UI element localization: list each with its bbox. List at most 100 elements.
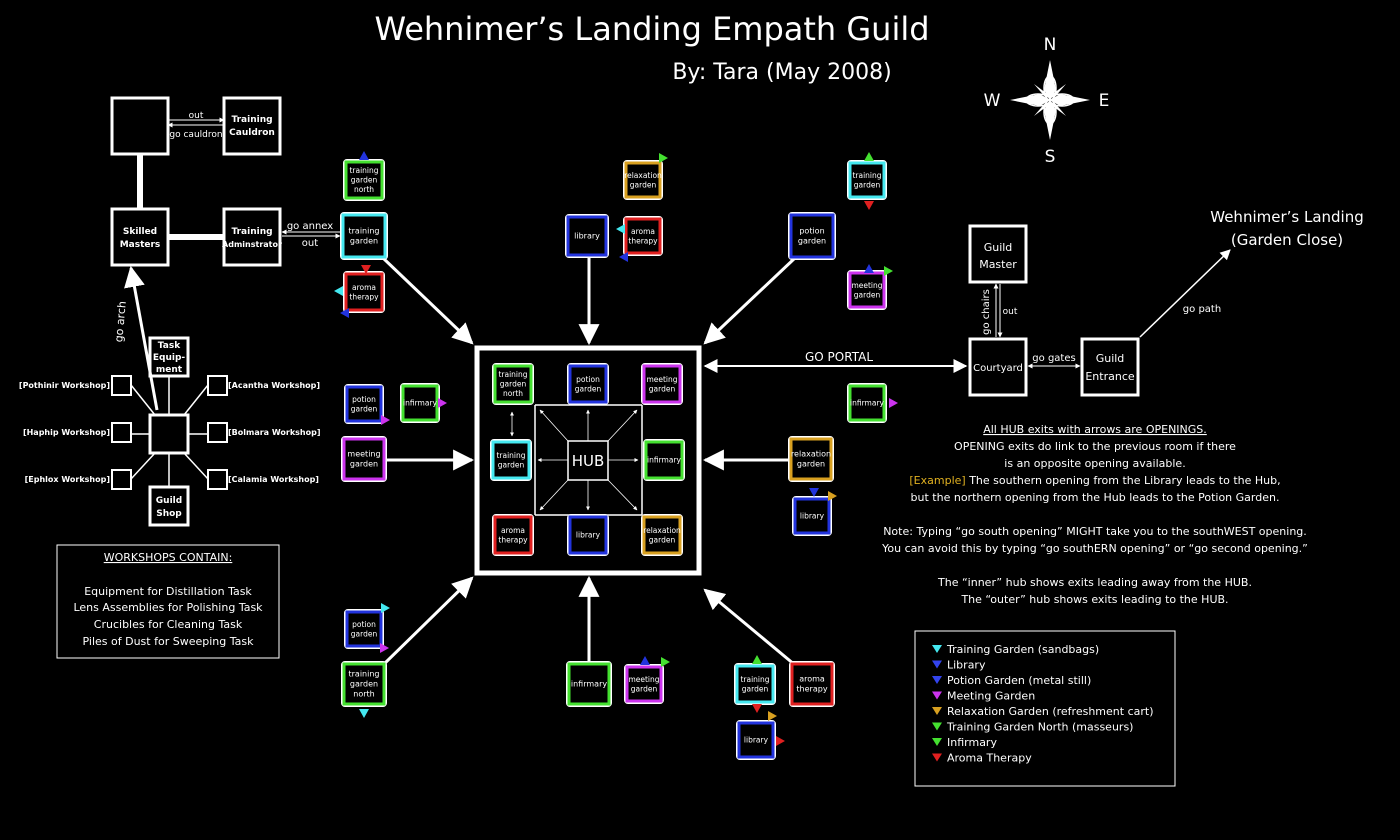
- room-meeting-w-label: meeting garden: [347, 450, 380, 469]
- room-infirmary-s-label: infirmary: [571, 680, 607, 689]
- legend-triangle-icon: [932, 676, 942, 684]
- note-line: but the northern opening from the Hub le…: [911, 491, 1280, 504]
- legend-triangle-icon: [932, 753, 942, 762]
- hub-inner-aroma: aroma therapy: [492, 514, 534, 556]
- go-arch-label: go arch: [112, 301, 129, 343]
- legend-item-label: Infirmary: [947, 736, 997, 749]
- compass-south: S: [1045, 147, 1056, 167]
- hub-inner-library-label: library: [576, 531, 601, 540]
- workshop-acantha: [207, 375, 228, 396]
- training-cauldron-label-1: Training: [231, 115, 272, 125]
- room-aroma-se-label: aroma therapy: [796, 675, 827, 694]
- room-tg-se-label: training garden: [740, 675, 769, 694]
- exit-marker-icon: [884, 266, 893, 276]
- room-library-e: library: [792, 496, 832, 536]
- legend-box: [914, 630, 1176, 787]
- note-line: All HUB exits with arrows are OPENINGS.: [983, 423, 1207, 436]
- room-infirmary-w-label: infirmary: [403, 399, 437, 408]
- room-potion-w: potion garden: [344, 384, 384, 424]
- hub-inner-meeting: meeting garden: [641, 363, 683, 405]
- exit-marker-icon: [809, 488, 819, 497]
- legend-triangle-icon: [932, 691, 942, 700]
- note-line: OPENING exits do link to the previous ro…: [954, 440, 1236, 453]
- workshops-line: Crucibles for Cleaning Task: [94, 618, 243, 631]
- legend-item-label: Library: [947, 659, 986, 672]
- workshop-bolmara: [207, 422, 228, 443]
- exit-marker-icon: [828, 491, 837, 501]
- workshops-line: Lens Assemblies for Polishing Task: [73, 601, 263, 614]
- courtyard-label: Courtyard: [973, 363, 1023, 374]
- exit-marker-icon: [864, 264, 874, 273]
- room-tgn-nw-label: training garden north: [349, 166, 378, 194]
- hub-inner-library: library: [567, 514, 609, 556]
- hub-inner-potion: potion garden: [567, 363, 609, 405]
- room-aroma-se: aroma therapy: [789, 661, 835, 707]
- skilled-masters-room: [110, 207, 170, 267]
- exit-marker-icon: [381, 415, 390, 425]
- hub-inner-training-label: training garden: [496, 451, 525, 470]
- out-chairs-label: out: [1003, 307, 1018, 317]
- go-portal-label: GO PORTAL: [805, 350, 873, 364]
- room-meeting-w: meeting garden: [341, 436, 387, 482]
- task-equip-label-2: Equip-: [153, 353, 186, 363]
- room-potion-ne: potion garden: [788, 212, 836, 260]
- page-title: Wehnimer’s Landing Empath Guild: [374, 10, 929, 48]
- room-library-n-label: library: [574, 232, 600, 241]
- room-tg-nw: training garden: [340, 212, 388, 260]
- guild-master-label-2: Master: [979, 258, 1017, 271]
- room-tg-ne: training garden: [847, 160, 887, 200]
- hub-center: [567, 440, 609, 481]
- workshop-label: [Ephlox Workshop]: [25, 475, 110, 484]
- guild-master-label-1: Guild: [984, 241, 1013, 254]
- workshop-calamia: [207, 469, 228, 490]
- workshop-pothinir: [111, 375, 132, 396]
- guild-shop-room: [148, 485, 190, 527]
- guild-master-room: [968, 224, 1028, 284]
- compass-icon: [1010, 60, 1090, 140]
- training-cauldron-room: [222, 96, 282, 156]
- workshops-line: Piles of Dust for Sweeping Task: [83, 635, 255, 648]
- room-tgn-nw: training garden north: [343, 159, 385, 201]
- out-label: out: [189, 111, 204, 121]
- exit-marker-icon: [340, 308, 349, 318]
- room-tg-ne-label: training garden: [852, 171, 881, 190]
- room-library-e-label: library: [800, 512, 825, 521]
- hub-inner-training: training garden: [490, 439, 532, 481]
- room-relax-e: relaxation garden: [788, 436, 834, 482]
- legend-item-label: Relaxation Garden (refreshment cart): [947, 705, 1154, 718]
- exit-marker-icon: [359, 151, 369, 160]
- room-aroma-nw-label: aroma therapy: [349, 283, 379, 302]
- hub-inner-infirmary-label: infirmary: [647, 456, 681, 465]
- legend-triangle-icon: [932, 738, 942, 746]
- skilled-masters-label-1: Skilled: [123, 227, 157, 237]
- guild-shop-label-2: Shop: [156, 509, 182, 519]
- workshop-ephlox: [111, 469, 132, 490]
- hub-inner-aroma-label: aroma therapy: [498, 526, 528, 545]
- legend-triangle-icon: [932, 645, 942, 653]
- room-potion-sw-label: potion garden: [351, 620, 378, 639]
- exit-marker-icon: [361, 265, 371, 274]
- room-aroma-n-label: aroma therapy: [628, 227, 658, 246]
- legend-triangle-icon: [932, 707, 942, 715]
- legend-triangle-icon: [932, 722, 942, 731]
- room-relax-n-label: relaxation garden: [624, 171, 662, 190]
- workshop-haphip: [111, 422, 132, 443]
- room-library-se: library: [736, 720, 776, 760]
- workshop-label: [Haphip Workshop]: [23, 428, 110, 437]
- note-line: is an opposite opening available.: [1004, 457, 1185, 470]
- exit-marker-icon: [752, 655, 762, 664]
- exit-marker-icon: [864, 201, 874, 210]
- training-admin-room: [222, 207, 282, 267]
- note-line: You can avoid this by typing “go southER…: [881, 542, 1308, 555]
- room-infirmary-w: infirmary: [400, 383, 440, 423]
- legend-item-label: Training Garden (sandbags): [946, 643, 1099, 656]
- room-infirmary-e-label: infirmary: [850, 399, 884, 408]
- go-chairs-label: go chairs: [981, 289, 992, 335]
- exit-marker-icon: [438, 398, 447, 408]
- go-path-label: go path: [1183, 304, 1221, 315]
- room-potion-ne-label: potion garden: [798, 227, 826, 246]
- room-infirmary-s: infirmary: [566, 661, 612, 707]
- compass-west: W: [984, 91, 1001, 111]
- note-example-label: [Example]: [909, 474, 965, 487]
